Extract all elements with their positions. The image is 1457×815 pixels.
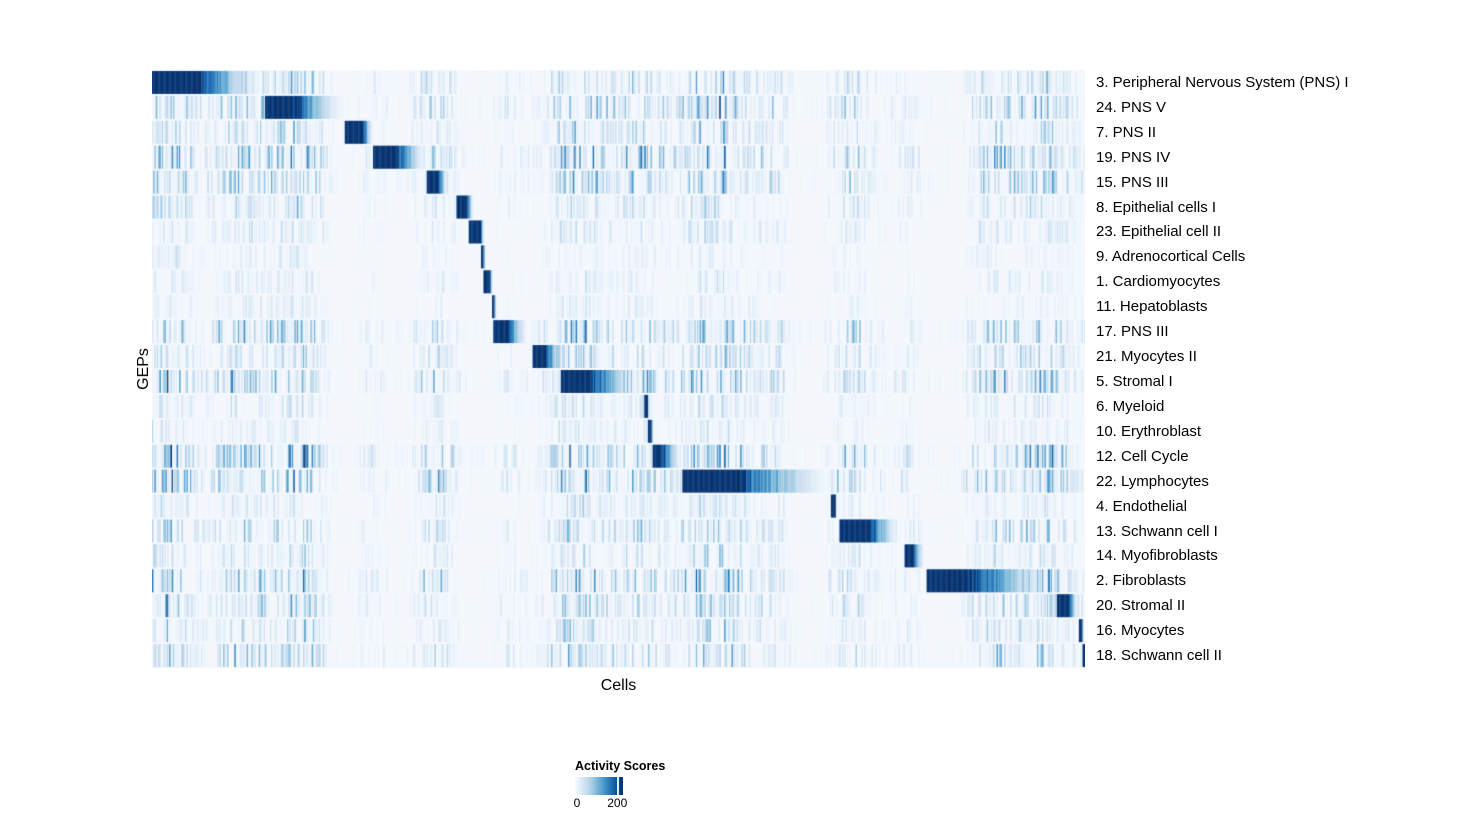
legend-colorbar [575,777,623,795]
row-label: 7. PNS II [1096,123,1157,141]
row-label: 6. Myeloid [1096,397,1165,415]
row-label: 20. Stromal II [1096,597,1186,615]
row-label: 12. Cell Cycle [1096,447,1189,465]
row-label: 23. Epithelial cell II [1096,223,1222,241]
legend-tick-label-200: 200 [607,796,628,810]
row-label: 19. PNS IV [1096,148,1171,166]
legend-tick-label-min: 0 [573,796,581,810]
x-axis-label: Cells [600,677,637,694]
row-label: 24. PNS V [1096,98,1167,116]
row-label: 22. Lymphocytes [1096,472,1209,490]
row-label: 15. PNS III [1096,173,1169,191]
heatmap-canvas [152,70,1085,668]
legend-title: Activity Scores [575,759,666,773]
row-label: 18. Schwann cell II [1096,647,1222,665]
row-label: 5. Stromal I [1096,373,1173,391]
row-label: 3. Peripheral Nervous System (PNS) I [1096,73,1349,91]
row-label: 11. Hepatoblasts [1096,298,1208,316]
row-label: 17. PNS III [1096,323,1169,341]
row-label: 21. Myocytes II [1096,348,1197,366]
row-labels: 3. Peripheral Nervous System (PNS) I 24. … [1096,70,1446,668]
legend-tick-mark [617,777,620,795]
row-label: 10. Erythroblast [1096,422,1202,440]
row-label: 8. Epithelial cells I [1096,198,1217,216]
y-axis-label: GEPs [135,348,152,390]
row-label: 1. Cardiomyocytes [1096,273,1221,291]
row-label: 4. Endothelial [1096,497,1187,515]
row-label: 14. Myofibroblasts [1096,547,1218,565]
row-label: 2. Fibroblasts [1096,572,1187,590]
legend-tick-labels: 0 200 [573,796,628,810]
row-label: 13. Schwann cell I [1096,522,1218,540]
row-label: 9. Adrenocortical Cells [1096,248,1246,266]
activity-scores-legend: Activity Scores 0 200 [573,759,715,810]
row-label: 16. Myocytes [1096,622,1185,640]
